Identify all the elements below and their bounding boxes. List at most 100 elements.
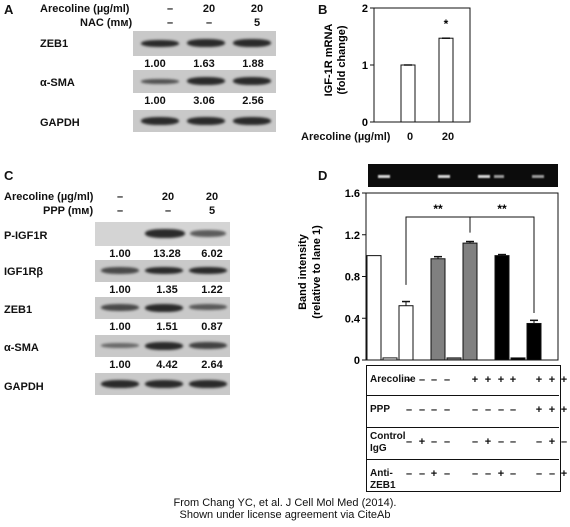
panel-c-ppp-val-2: – bbox=[164, 205, 172, 217]
panel-d-bar bbox=[446, 357, 462, 361]
panel-c-pigf1r-val-1: 1.00 bbox=[109, 248, 131, 260]
panel-d-table-cell: + bbox=[560, 404, 568, 416]
panel-a-nac-label: NAC (mм) bbox=[80, 17, 133, 29]
panel-a-row-label-zeb1: ZEB1 bbox=[40, 38, 69, 50]
panel-d-table-cell: – bbox=[484, 468, 492, 480]
panel-c-igf1rb-val-1: 1.00 bbox=[109, 284, 131, 296]
panel-a-row-label-gapdh: GAPDH bbox=[40, 117, 80, 129]
panel-a-zeb1-val-1: 1.00 bbox=[144, 58, 166, 70]
panel-d-table-cell: – bbox=[484, 404, 492, 416]
panel-d-table-row-label: Arecoline bbox=[370, 374, 416, 385]
panel-a-asma-val-3: 2.56 bbox=[242, 95, 264, 107]
panel-d-table-cell: – bbox=[471, 468, 479, 480]
panel-d-table-cell: – bbox=[443, 468, 451, 480]
panel-d-table-cell: – bbox=[443, 374, 451, 386]
panel-d-table-cell: + bbox=[497, 374, 505, 386]
panel-a-row-label-asma: α-SMA bbox=[40, 77, 75, 89]
panel-a-blot-gapdh bbox=[133, 110, 276, 132]
panel-c-blot-zeb1 bbox=[95, 297, 230, 319]
panel-d-significance-label: ** bbox=[433, 202, 443, 216]
panel-d-table-cell: + bbox=[430, 468, 438, 480]
panel-b-chart: IGF-1R mRNA (fold change) 0 1 2 * bbox=[323, 3, 471, 129]
panel-a-are-val-1: – bbox=[166, 3, 174, 15]
panel-a-are-val-2: 20 bbox=[202, 3, 216, 15]
panel-d-bar bbox=[366, 255, 382, 361]
panel-d-bar bbox=[510, 357, 526, 361]
panel-a-nac-val-2: – bbox=[205, 17, 213, 29]
panel-a-zeb1-val-3: 1.88 bbox=[242, 58, 264, 70]
panel-d-bar bbox=[398, 305, 414, 361]
panel-a-zeb1-val-2: 1.63 bbox=[193, 58, 215, 70]
panel-d-gel-image bbox=[368, 164, 558, 187]
panel-d-table-row-label: PPP bbox=[370, 404, 391, 415]
panel-d-table-cell: – bbox=[405, 468, 413, 480]
panel-c-blot-igf1rb bbox=[95, 260, 230, 282]
panel-a-arecoline-label: Arecoline (µg/ml) bbox=[40, 3, 130, 15]
panel-b-ylabel-2: (fold change) bbox=[336, 25, 348, 94]
panel-a-nac-val-3: 5 bbox=[253, 17, 261, 29]
panel-d-ytick-label: 1.2 bbox=[345, 230, 360, 242]
panel-c-ppp-label: PPP (mм) bbox=[43, 205, 94, 217]
panel-d-letter: D bbox=[318, 168, 328, 183]
panel-d-significance-label: ** bbox=[497, 202, 507, 216]
panel-d-table-row-divider bbox=[366, 395, 559, 396]
panel-d-table-cell: – bbox=[535, 468, 543, 480]
panel-c-row-label-zeb1: ZEB1 bbox=[4, 304, 33, 316]
panel-d-ytick-label: 0.8 bbox=[345, 272, 360, 284]
panel-d-table-cell: – bbox=[430, 374, 438, 386]
panel-d-table-cell: + bbox=[418, 436, 426, 448]
panel-c-blot-gapdh bbox=[95, 373, 230, 395]
panel-d-table-cell: – bbox=[509, 468, 517, 480]
panel-c-igf1rb-val-3: 1.22 bbox=[201, 284, 223, 296]
panel-d-table-cell: – bbox=[509, 436, 517, 448]
panel-c-asma-val-3: 2.64 bbox=[201, 359, 223, 371]
panel-c-ppp-val-3: 5 bbox=[208, 205, 216, 217]
panel-d-table-row-divider bbox=[366, 427, 559, 428]
panel-d-table-cell: + bbox=[535, 374, 543, 386]
panel-c-zeb1-val-3: 0.87 bbox=[201, 321, 223, 333]
panel-d-bar bbox=[462, 242, 478, 361]
panel-c-zeb1-val-1: 1.00 bbox=[109, 321, 131, 333]
panel-d-significance-bracket bbox=[469, 216, 535, 314]
panel-d-bar bbox=[430, 258, 446, 361]
panel-d-ylabel-2: (relative to lane 1) bbox=[311, 225, 323, 319]
panel-d-table-cell: – bbox=[497, 436, 505, 448]
panel-a-nac-val-1: – bbox=[166, 17, 174, 29]
panel-c-ppp-val-1: – bbox=[116, 205, 124, 217]
panel-d-table-cell: – bbox=[443, 436, 451, 448]
panel-c-arecoline-label: Arecoline (µg/ml) bbox=[4, 191, 94, 203]
panel-d-table-cell: – bbox=[405, 374, 413, 386]
panel-a-asma-val-1: 1.00 bbox=[144, 95, 166, 107]
panel-b-ylabel-1: IGF-1R mRNA bbox=[323, 24, 335, 97]
panel-b-xtick-1: 0 bbox=[406, 131, 414, 143]
panel-d-table-cell: – bbox=[418, 404, 426, 416]
panel-c-row-label-igf1rb: IGF1Rβ bbox=[4, 266, 44, 278]
panel-c-are-val-2: 20 bbox=[161, 191, 175, 203]
panel-c-asma-val-2: 4.42 bbox=[156, 359, 178, 371]
panel-d-table-cell: – bbox=[418, 374, 426, 386]
panel-d-ytick-label: 1.6 bbox=[345, 188, 360, 200]
panel-d-table-cell: – bbox=[548, 468, 556, 480]
panel-c-zeb1-val-2: 1.51 bbox=[156, 321, 178, 333]
panel-c-letter: C bbox=[4, 168, 14, 183]
panel-b-letter: B bbox=[318, 2, 328, 17]
panel-d-table-cell: – bbox=[443, 404, 451, 416]
panel-d-table-cell: – bbox=[509, 404, 517, 416]
panel-c-blot-asma bbox=[95, 335, 230, 357]
panel-d-table-cell: – bbox=[418, 468, 426, 480]
panel-d-table-cell: – bbox=[430, 404, 438, 416]
panel-b-bar bbox=[438, 37, 454, 123]
panel-d-table-cell: + bbox=[548, 436, 556, 448]
panel-d-table-cell: + bbox=[548, 404, 556, 416]
panel-c-asma-val-1: 1.00 bbox=[109, 359, 131, 371]
panel-d-table-cell: + bbox=[509, 374, 517, 386]
panel-b-ytick-label: 1 bbox=[362, 60, 368, 72]
panel-c-row-label-asma: α-SMA bbox=[4, 342, 39, 354]
panel-d-table-cell: + bbox=[497, 468, 505, 480]
panel-a-asma-val-2: 3.06 bbox=[193, 95, 215, 107]
panel-d-table-cell: – bbox=[497, 404, 505, 416]
panel-d-significance-bracket bbox=[405, 216, 471, 285]
panel-d-ytick-label: 0.4 bbox=[345, 313, 361, 325]
panel-d-table-cell: + bbox=[560, 374, 568, 386]
panel-b-ytick-label: 0 bbox=[362, 117, 368, 129]
